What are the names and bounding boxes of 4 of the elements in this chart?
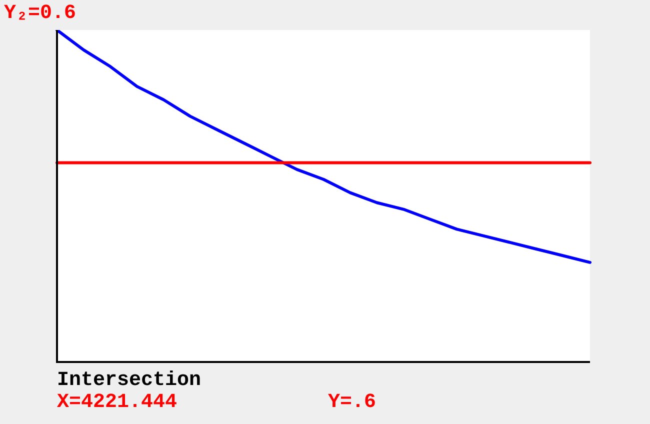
text: X=4221.444 bbox=[57, 391, 178, 414]
text: Y=.6 bbox=[328, 391, 376, 414]
text: Intersection bbox=[57, 369, 202, 392]
text: Y₂=0.6 bbox=[4, 2, 76, 26]
